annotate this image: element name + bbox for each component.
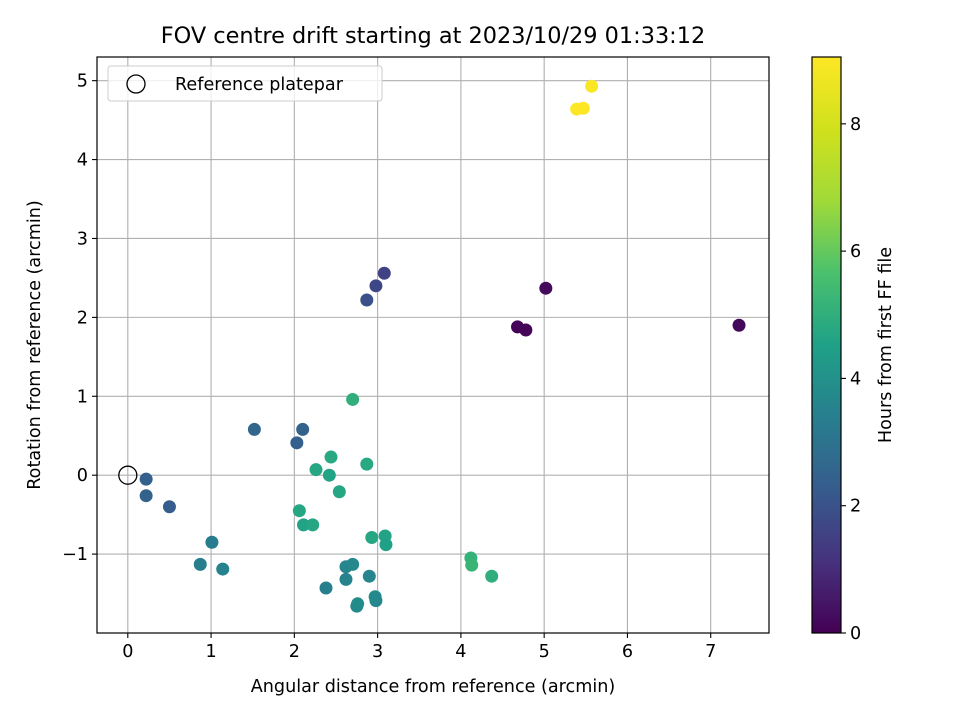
colorbar-tick-label: 2 [850, 497, 861, 517]
colorbar-gradient [812, 57, 841, 633]
data-point [346, 392, 360, 406]
data-point [585, 79, 599, 93]
data-point [193, 557, 207, 571]
plot-area: 0 1 2 3 4 5 6 7 −1 0 1 2 3 4 5 [62, 56, 770, 662]
data-point [519, 323, 533, 337]
data-point [732, 318, 746, 332]
data-point [292, 504, 306, 518]
data-point [324, 450, 338, 464]
colorbar-tick-label: 6 [850, 242, 861, 262]
data-point [377, 266, 391, 280]
data-point [309, 463, 323, 477]
y-tick-label: −1 [62, 545, 88, 565]
data-point [465, 558, 479, 572]
data-point [306, 518, 320, 532]
data-point [247, 422, 261, 436]
data-point [365, 531, 379, 545]
data-point [346, 557, 360, 571]
x-axis-label: Angular distance from reference (arcmin) [251, 677, 616, 697]
x-tick-label: 4 [455, 642, 466, 662]
y-axis-ticks: −1 0 1 2 3 4 5 [62, 72, 97, 565]
colorbar: 0 2 4 6 8 Hours from first FF file [811, 56, 896, 644]
x-tick-label: 5 [539, 642, 550, 662]
data-point [139, 472, 153, 486]
colorbar-frame [811, 56, 842, 634]
legend-marker [126, 74, 146, 94]
y-tick-label: 1 [77, 387, 88, 407]
x-tick-label: 7 [705, 642, 716, 662]
data-point [539, 281, 553, 295]
chart-title: FOV centre drift starting at 2023/10/29 … [161, 23, 705, 49]
x-tick-label: 6 [622, 642, 633, 662]
grid [97, 57, 769, 633]
x-tick-label: 0 [122, 642, 133, 662]
data-point [485, 569, 499, 583]
data-point [162, 500, 176, 514]
colorbar-tick-label: 8 [850, 115, 861, 135]
reference-marker [118, 465, 138, 485]
data-point [369, 594, 383, 608]
y-tick-label: 4 [77, 151, 88, 171]
data-point [319, 581, 333, 595]
x-tick-label: 3 [372, 642, 383, 662]
plot-background [97, 57, 769, 633]
y-tick-label: 5 [77, 72, 88, 92]
data-points [139, 79, 746, 613]
colorbar-tick-label: 0 [850, 624, 861, 644]
x-tick-label: 2 [289, 642, 300, 662]
y-tick-label: 0 [77, 466, 88, 486]
x-tick-label: 1 [205, 642, 216, 662]
data-point [216, 562, 230, 576]
data-point [290, 436, 304, 450]
data-point [297, 518, 311, 532]
colorbar-ticks: 0 2 4 6 8 [841, 115, 861, 644]
data-point [322, 468, 336, 482]
data-point [369, 279, 383, 293]
data-point [576, 101, 590, 115]
y-tick-label: 3 [77, 229, 88, 249]
legend: Reference platepar [107, 65, 383, 102]
data-point [351, 597, 365, 611]
data-point [360, 457, 374, 471]
data-point [360, 293, 374, 307]
legend-box [107, 65, 383, 102]
data-point [379, 538, 393, 552]
x-axis-ticks: 0 1 2 3 4 5 6 7 [122, 633, 716, 662]
y-axis-label: Rotation from reference (arcmin) [25, 200, 45, 490]
plot-frame [96, 56, 770, 634]
data-point [139, 489, 153, 503]
legend-label: Reference platepar [175, 75, 344, 95]
data-point [332, 485, 346, 499]
colorbar-label: Hours from first FF file [876, 247, 896, 443]
data-point [205, 535, 219, 549]
colorbar-tick-label: 4 [850, 369, 861, 389]
data-point [296, 422, 310, 436]
data-point [362, 569, 376, 583]
y-tick-label: 2 [77, 308, 88, 328]
data-point [339, 572, 353, 586]
